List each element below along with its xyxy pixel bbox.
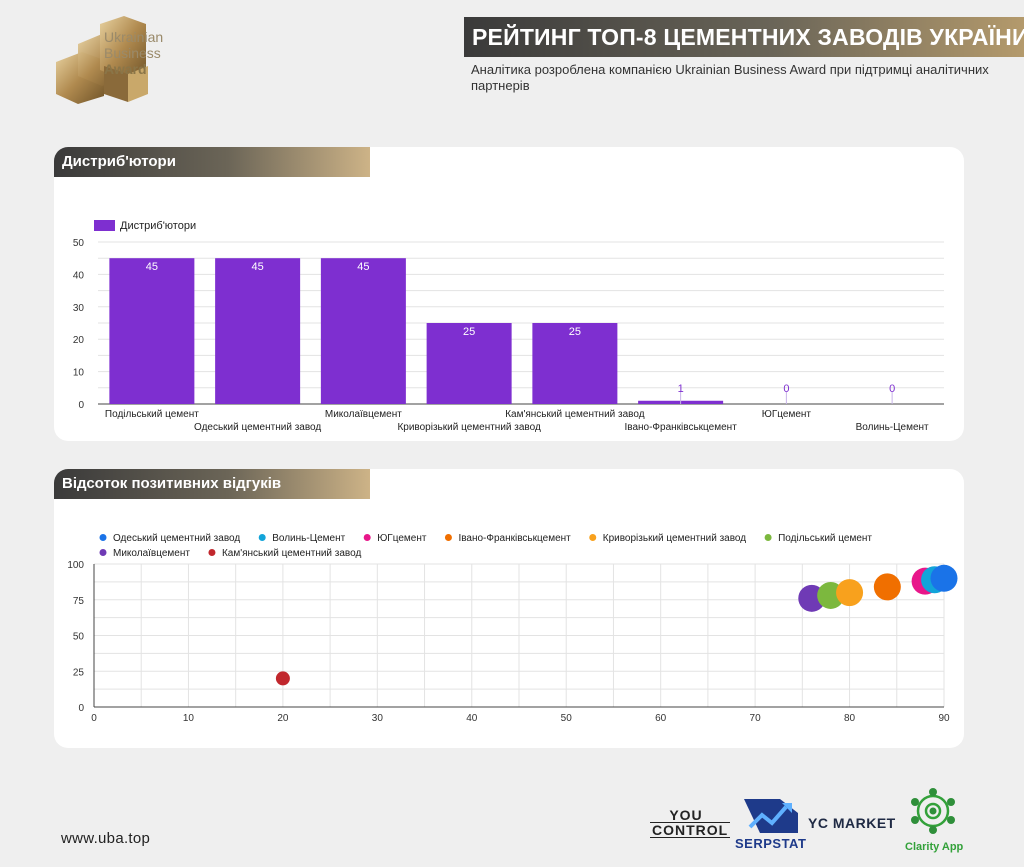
data-label: 25 (463, 326, 475, 338)
distributors-card: Дистриб'ютори 0 10 20 30 40 50 Дистриб'ютори 45… (54, 147, 964, 441)
legend-marker (444, 534, 452, 541)
legend-label: Дистриб'ютори (120, 220, 196, 232)
logo-line-2: Business (104, 45, 161, 61)
y-tick-label: 30 (73, 303, 85, 314)
legend-marker (99, 534, 107, 541)
legend-label: Подільський цемент (778, 533, 872, 544)
legend-label: Миколаївцемент (113, 548, 190, 559)
y-tick-label: 0 (78, 400, 84, 411)
serpstat-logo-icon (744, 799, 798, 833)
x-tick-label: Одеський цементний завод (194, 422, 321, 433)
x-tick-label: Кам'янський цементний завод (505, 409, 645, 420)
data-label: 0 (783, 383, 789, 395)
legend-marker (99, 549, 107, 556)
logo-line-3: Award (104, 61, 147, 77)
scatter-point (930, 564, 958, 592)
clarity-app-icon (911, 788, 955, 834)
youcontrol-line-2: CONTROL (650, 822, 731, 838)
positive-reviews-card: Відсоток позитивних відгуків 0 25 50 75 100 0… (54, 469, 964, 748)
x-tick-label: 60 (655, 713, 667, 724)
y-tick-label: 0 (78, 703, 84, 714)
legend-label: Івано-Франківськцемент (458, 533, 571, 544)
x-tick-label: 40 (466, 713, 478, 724)
data-label: 45 (252, 261, 264, 273)
legend-marker (258, 534, 266, 541)
legend-label: Одеський цементний завод (113, 533, 240, 544)
y-tick-label: 40 (73, 270, 85, 281)
scatter-point (873, 573, 901, 601)
scatter-point (275, 671, 290, 686)
x-tick-label: 20 (277, 713, 289, 724)
clarity-app-label: Clarity App (905, 841, 964, 853)
x-tick-label: Криворізький цементний завод (397, 422, 541, 433)
legend-label: Криворізький цементний завод (603, 533, 747, 544)
legend-marker (363, 534, 371, 541)
x-tick-label: Миколаївцемент (325, 409, 402, 420)
data-label: 0 (889, 383, 895, 395)
x-tick-label: 0 (91, 713, 97, 724)
x-tick-label: Подільський цемент (105, 409, 199, 420)
legend-marker (764, 534, 772, 541)
x-tick-label: 30 (372, 713, 384, 724)
logo-text: Ukrainian Business Award (104, 29, 163, 77)
x-tick-label: Івано-Франківськцемент (624, 422, 737, 433)
legend-label: Кам'янський цементний завод (222, 548, 362, 559)
distributors-card-title: Дистриб'ютори (54, 147, 370, 177)
yc-market-logo: YC MARKET (808, 815, 896, 831)
y-tick-label: 50 (73, 632, 85, 643)
page-subtitle: Аналітика розроблена компанією Ukrainian… (471, 62, 989, 93)
data-label: 25 (569, 326, 581, 338)
bar (426, 323, 512, 404)
bar (109, 258, 195, 404)
serpstat-label: SERPSTAT (735, 836, 807, 851)
bar (215, 258, 301, 404)
youcontrol-logo: YOU CONTROL (650, 807, 731, 838)
ukrainian-business-award-logo (56, 16, 148, 104)
logo-line-1: Ukrainian (104, 29, 164, 45)
bar (532, 323, 618, 404)
data-label: 45 (146, 261, 158, 273)
x-tick-label: 80 (844, 713, 856, 724)
x-tick-label: ЮГцемент (762, 409, 812, 420)
x-tick-label: 10 (183, 713, 195, 724)
youcontrol-line-1: YOU (669, 807, 703, 823)
y-tick-label: 25 (73, 667, 85, 678)
y-tick-label: 75 (73, 596, 85, 607)
legend-swatch (94, 220, 115, 231)
x-tick-label: Волинь-Цемент (856, 422, 929, 433)
data-label: 45 (357, 261, 369, 273)
legend-label: Волинь-Цемент (272, 533, 345, 544)
x-tick-label: 50 (561, 713, 573, 724)
y-tick-label: 100 (67, 560, 84, 571)
y-tick-label: 10 (73, 368, 85, 379)
y-tick-label: 50 (73, 238, 85, 249)
data-label: 1 (678, 383, 684, 395)
website-link[interactable]: www.uba.top (61, 830, 151, 847)
legend-marker (208, 549, 216, 556)
legend-label: ЮГцемент (377, 533, 427, 544)
legend-marker (589, 534, 597, 541)
scatter-point (836, 579, 864, 607)
positive-reviews-card-title: Відсоток позитивних відгуків (54, 469, 370, 499)
positive-reviews-scatter-chart: 0 25 50 75 100 0 10 20 30 40 50 60 70 80 90 Одеський це… (67, 533, 958, 724)
page-title: РЕЙТИНГ ТОП-8 ЦЕМЕНТНИХ ЗАВОДІВ УКРАЇНИ (464, 17, 1024, 57)
y-tick-label: 20 (73, 335, 85, 346)
x-tick-label: 70 (750, 713, 762, 724)
bar (320, 258, 406, 404)
x-tick-label: 90 (938, 713, 950, 724)
